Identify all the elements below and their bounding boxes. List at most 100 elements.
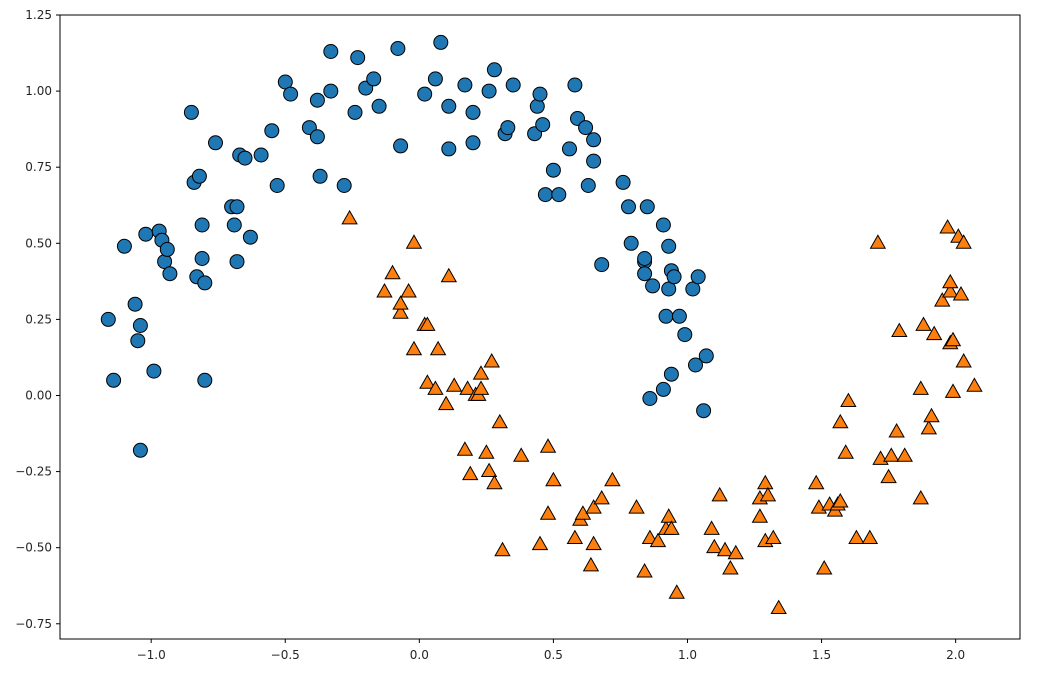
triangle-point	[765, 529, 782, 544]
triangle-point	[604, 471, 621, 487]
circle-point	[229, 199, 245, 215]
triangle-point	[494, 541, 511, 557]
x-tick-label: 2.0	[946, 648, 965, 662]
circle-point	[666, 269, 682, 285]
triangle-point	[462, 465, 479, 481]
triangle-point	[920, 419, 938, 435]
circle-point	[688, 357, 703, 373]
triangle-point	[925, 325, 943, 341]
circle-point	[594, 257, 610, 273]
circle-point	[661, 238, 677, 254]
triangle-point	[939, 219, 956, 234]
triangle-point	[427, 380, 444, 395]
triangle-point	[486, 474, 503, 490]
triangle-point	[840, 392, 857, 407]
circle-point	[655, 217, 671, 233]
triangle-point	[832, 413, 849, 429]
x-tick-label: −0.5	[271, 648, 300, 662]
scatter-marks	[100, 34, 983, 614]
triangle-point	[942, 282, 959, 298]
triangle-point	[816, 559, 833, 575]
y-tick-label: 0.50	[25, 236, 52, 250]
circle-point	[529, 98, 545, 114]
triangle-point	[703, 520, 720, 535]
circle-point	[427, 71, 443, 87]
triangle-point	[566, 529, 584, 544]
triangle-point	[480, 462, 498, 477]
triangle-point	[429, 340, 447, 356]
circle-point	[637, 266, 653, 282]
circle-point	[465, 104, 481, 120]
triangle-point	[419, 374, 436, 389]
circle-point	[242, 229, 258, 245]
triangle-point	[585, 499, 602, 514]
circle-point	[323, 44, 339, 59]
triangle-point	[531, 535, 549, 551]
triangle-point	[585, 535, 602, 551]
triangle-point	[641, 529, 659, 544]
triangle-point	[419, 316, 436, 331]
triangle-point	[896, 447, 913, 462]
triangle-point	[392, 304, 409, 319]
circle-point	[336, 178, 352, 193]
triangle-point	[942, 273, 959, 289]
circle-point	[645, 278, 661, 294]
y-tick-label: 0.75	[25, 160, 52, 174]
circle-point	[441, 141, 457, 157]
circle-point	[283, 86, 299, 102]
circle-point	[116, 238, 132, 254]
x-axis: −1.0 −0.5 0.0 0.5 1.0 1.5 2.0	[137, 639, 965, 662]
triangle-point	[915, 316, 932, 331]
circle-point	[663, 366, 679, 382]
circle-point	[441, 98, 457, 114]
triangle-point	[459, 380, 476, 395]
triangle-point	[392, 295, 409, 310]
triangle-point	[912, 489, 929, 505]
triangle-point	[437, 395, 455, 411]
circle-point	[106, 372, 122, 388]
circle-point	[433, 34, 449, 50]
y-tick-label: −0.75	[15, 617, 52, 631]
triangle-point	[757, 474, 774, 490]
triangle-point	[660, 508, 677, 523]
circle-point	[690, 269, 706, 285]
circle-point	[535, 117, 551, 133]
circle-point	[253, 147, 269, 163]
circle-point	[393, 138, 409, 154]
circle-point	[130, 333, 146, 349]
triangle-point	[837, 444, 854, 459]
triangle-point	[727, 544, 744, 560]
circle-point	[658, 308, 674, 324]
triangle-point	[770, 599, 787, 614]
circle-point	[615, 174, 631, 190]
y-tick-label: 1.25	[25, 8, 52, 22]
circle-point	[197, 372, 213, 388]
triangle-point	[445, 377, 463, 392]
triangle-point	[848, 529, 865, 544]
circle-point	[350, 50, 366, 66]
triangle-point	[456, 441, 474, 456]
circle-point	[366, 71, 382, 87]
triangle-point	[934, 292, 951, 307]
triangle-point	[952, 285, 970, 301]
triangle-point	[883, 447, 900, 462]
circle-point	[138, 226, 154, 242]
circle-point	[132, 318, 148, 333]
triangle-point	[869, 234, 887, 249]
triangle-point	[400, 282, 417, 298]
triangle-point	[716, 541, 734, 557]
circle-point	[390, 41, 406, 56]
x-tick-label: −1.0	[137, 648, 166, 662]
triangle-point	[545, 471, 562, 487]
circle-point	[417, 86, 433, 102]
circle-point	[586, 153, 602, 169]
triangle-point	[483, 352, 500, 368]
circle-point	[146, 363, 162, 379]
circle-point	[309, 92, 325, 108]
circle-point	[162, 266, 178, 282]
triangle-point	[891, 322, 908, 337]
circle-point	[696, 403, 712, 419]
circle-point	[183, 104, 199, 120]
triangle-point	[491, 413, 508, 429]
circle-point	[132, 442, 148, 458]
